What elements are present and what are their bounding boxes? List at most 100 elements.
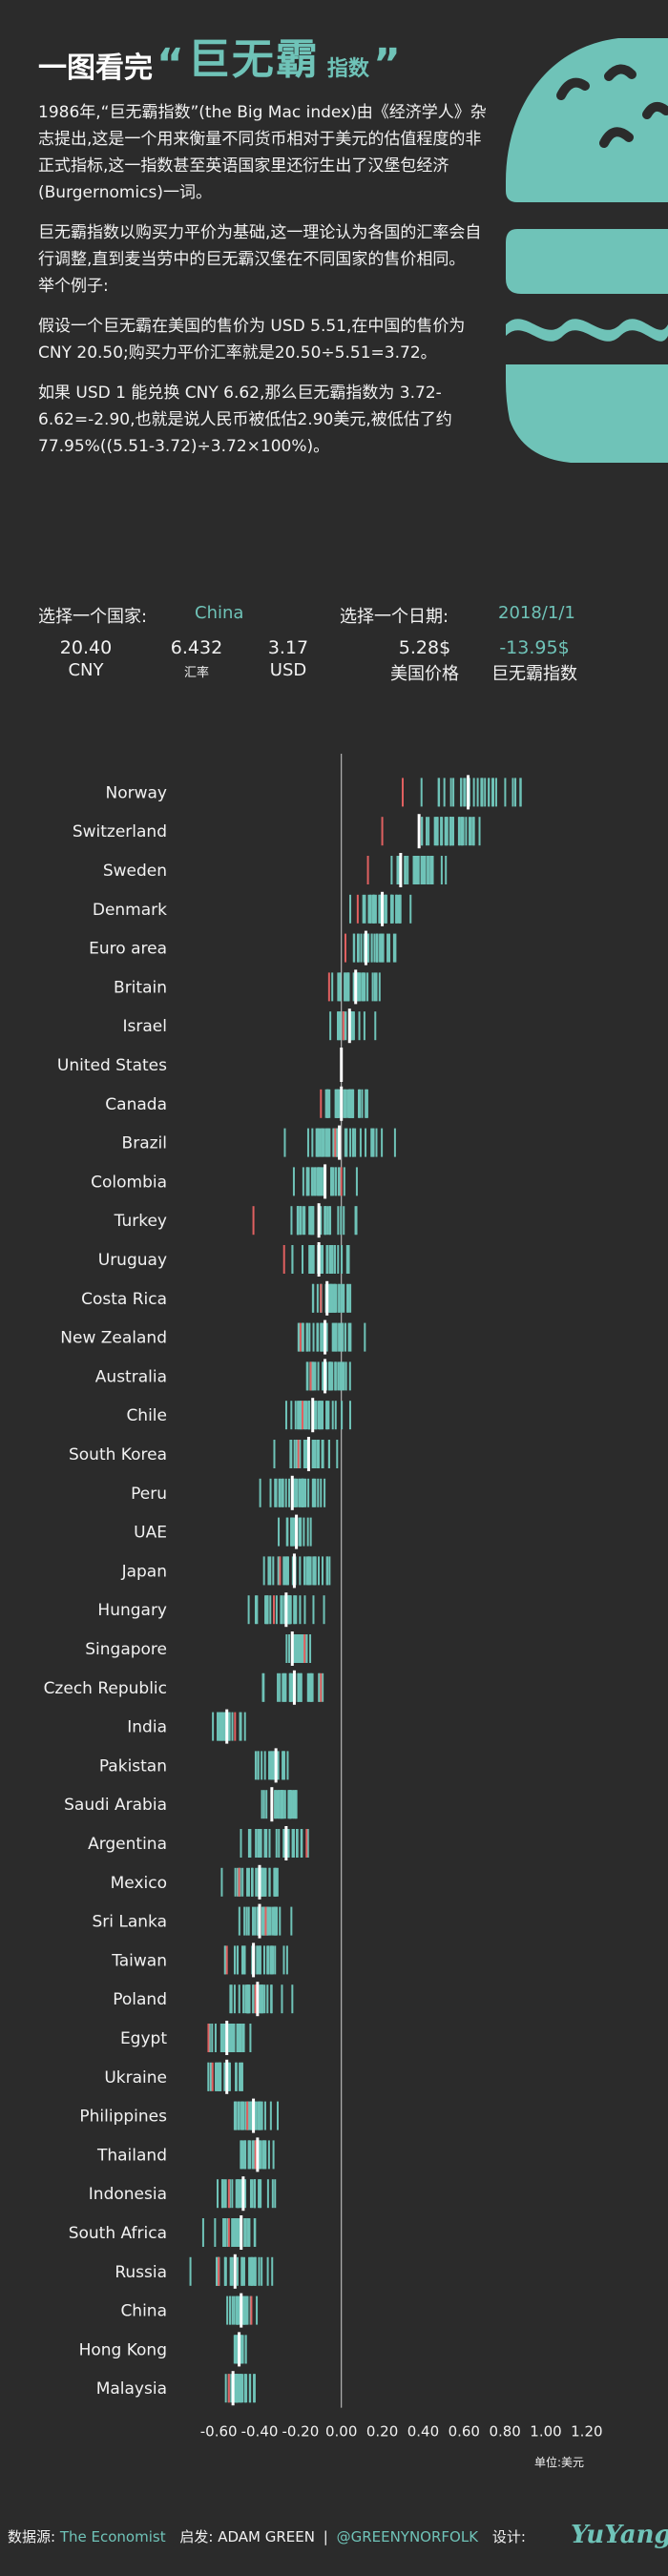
- current-value-marker-norway: [467, 775, 470, 810]
- data-tick-sweden: [412, 856, 415, 884]
- x-tick-label: -0.60: [200, 2423, 238, 2441]
- data-tick-brazil: [375, 1128, 378, 1157]
- data-tick-south-africa: [235, 2218, 238, 2247]
- country-selector-value[interactable]: China: [195, 603, 244, 623]
- current-value-marker-chile: [311, 1398, 315, 1433]
- data-tick-poland: [246, 1984, 249, 2014]
- data-tick-euro-area: [375, 933, 378, 963]
- burger-seed-1: [556, 77, 590, 100]
- data-tick-costa-rica: [311, 1283, 314, 1313]
- title-quote-open: “: [157, 40, 184, 89]
- country-label-israel: Israel: [123, 1017, 167, 1036]
- data-tick-saudi-arabia: [265, 1790, 268, 1819]
- us-price-label: 美国价格: [390, 664, 459, 684]
- data-tick-britain: [358, 972, 361, 1002]
- data-tick-sweden: [430, 856, 433, 884]
- data-tick-new-zealand: [308, 1322, 311, 1352]
- data-tick-switzerland: [421, 817, 424, 846]
- current-value-marker-hong-kong: [238, 2332, 241, 2367]
- data-tick-saudi-arabia: [283, 1790, 286, 1819]
- data-tick-taiwan: [224, 1945, 227, 1975]
- data-tick-sri-lanka: [267, 1906, 270, 1936]
- data-tick-norway: [464, 778, 467, 807]
- highlight-tick-britain: [327, 972, 330, 1002]
- data-tick-japan: [317, 1556, 320, 1586]
- data-tick-taiwan: [269, 1945, 272, 1975]
- data-tick-new-zealand: [347, 1322, 350, 1352]
- data-tick-sri-lanka: [254, 1906, 257, 1936]
- highlight-tick-turkey: [252, 1206, 255, 1236]
- data-tick-ukraine: [223, 2062, 226, 2091]
- country-label-colombia: Colombia: [91, 1173, 167, 1192]
- current-value-marker-south-korea: [306, 1437, 310, 1471]
- data-tick-hungary: [283, 1595, 286, 1625]
- data-tick-brazil: [372, 1128, 375, 1157]
- data-tick-uae: [278, 1517, 281, 1547]
- data-tick-norway: [420, 778, 423, 807]
- data-tick-uruguay: [309, 1245, 312, 1274]
- data-tick-czech-republic: [310, 1672, 313, 1702]
- data-tick-sri-lanka: [238, 1906, 240, 1936]
- current-value-marker-colombia: [324, 1164, 327, 1199]
- data-tick-singapore: [298, 1634, 301, 1663]
- data-tick-new-zealand: [323, 1322, 325, 1352]
- source-name[interactable]: The Economist: [59, 2527, 166, 2545]
- data-tick-hungary: [312, 1595, 315, 1625]
- data-tick-saudi-arabia: [290, 1790, 293, 1819]
- data-tick-japan: [282, 1556, 285, 1586]
- data-tick-thailand: [247, 2140, 250, 2170]
- data-tick-pakistan: [273, 1751, 276, 1780]
- data-tick-chile: [284, 1401, 287, 1430]
- data-tick-new-zealand: [342, 1322, 344, 1352]
- current-value-marker-russia: [233, 2254, 237, 2289]
- country-label-canada: Canada: [105, 1095, 167, 1114]
- data-tick-taiwan: [270, 1945, 273, 1975]
- data-tick-costa-rica: [327, 1283, 330, 1313]
- current-value-marker-sweden: [399, 853, 403, 887]
- data-tick-norway: [494, 778, 497, 807]
- current-value-marker-sri-lanka: [258, 1903, 261, 1939]
- highlight-tick-singapore: [303, 1634, 306, 1663]
- data-tick-south-korea: [312, 1440, 315, 1468]
- country-selector[interactable]: 选择一个国家: China: [38, 603, 243, 628]
- data-tick-denmark: [364, 894, 366, 924]
- data-tick-mexico: [255, 1867, 258, 1897]
- country-label-turkey: Turkey: [114, 1212, 167, 1231]
- data-tick-norway: [504, 778, 507, 807]
- data-tick-brazil: [371, 1128, 374, 1157]
- data-tick-euro-area: [394, 933, 397, 963]
- title-quote-close: ”: [372, 40, 401, 89]
- data-tick-israel: [374, 1011, 377, 1041]
- data-tick-hungary: [265, 1595, 268, 1625]
- data-tick-indonesia: [224, 2179, 227, 2209]
- data-tick-switzerland: [449, 817, 451, 846]
- country-label-czech-republic: Czech Republic: [44, 1679, 167, 1698]
- date-selector[interactable]: 选择一个日期: 2018/1/1: [340, 603, 575, 628]
- data-tick-norway: [452, 778, 455, 807]
- data-tick-south-africa: [243, 2218, 246, 2247]
- unit-label: 单位:美元: [534, 2456, 585, 2469]
- data-tick-sweden: [397, 856, 400, 884]
- data-tick-japan: [328, 1556, 331, 1586]
- data-tick-egypt: [211, 2024, 214, 2052]
- data-tick-hungary: [254, 1595, 257, 1625]
- country-label-uruguay: Uruguay: [98, 1251, 167, 1270]
- twitter-handle[interactable]: @GREENYNORFOLK: [336, 2527, 479, 2545]
- data-tick-malaysia: [241, 2374, 244, 2403]
- country-label-indonesia: Indonesia: [89, 2185, 167, 2204]
- data-tick-philippines: [249, 2101, 252, 2130]
- data-tick-philippines: [257, 2101, 260, 2130]
- data-tick-hungary: [293, 1595, 296, 1625]
- data-tick-indonesia: [251, 2179, 254, 2209]
- data-tick-india: [217, 1712, 219, 1741]
- current-value-marker-denmark: [381, 891, 385, 926]
- highlight-tick-chile: [302, 1401, 303, 1430]
- highlight-tick-hungary: [273, 1595, 275, 1625]
- data-tick-argentina: [240, 1829, 242, 1858]
- date-selector-value[interactable]: 2018/1/1: [498, 603, 575, 623]
- source-label: 数据源:: [8, 2528, 56, 2545]
- data-tick-switzerland: [451, 817, 454, 846]
- data-tick-peru: [303, 1478, 305, 1507]
- highlight-tick-taiwan: [225, 1945, 228, 1975]
- data-tick-australia: [328, 1361, 331, 1391]
